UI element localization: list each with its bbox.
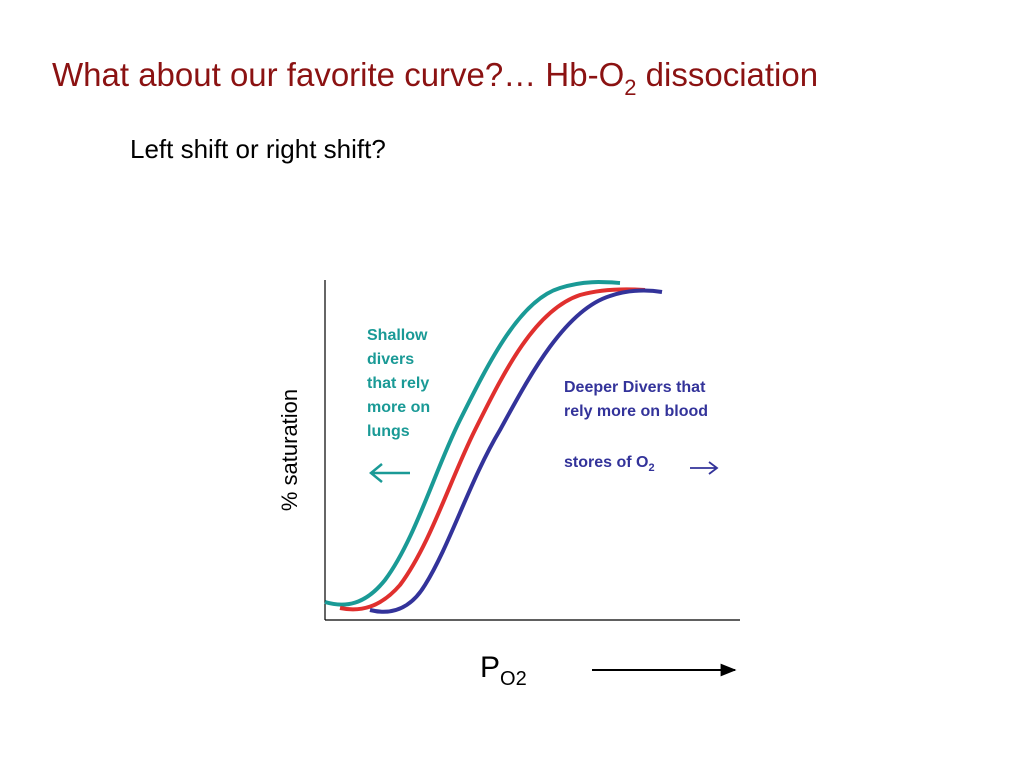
note-line: Shallow	[367, 327, 428, 344]
deep-note: Deeper Divers that rely more on blood st…	[564, 379, 708, 474]
title-subscript: 2	[624, 75, 636, 100]
note-line: that rely	[367, 375, 429, 392]
right-arrow	[690, 461, 719, 475]
note-line: stores of O2	[564, 454, 655, 474]
note-text: stores of O	[564, 454, 648, 471]
note-line: rely more on blood	[564, 403, 708, 420]
note-subscript: 2	[648, 462, 654, 474]
slide-title: What about our favorite curve?… Hb-O2 di…	[52, 56, 818, 100]
y-axis-label: % saturation	[277, 389, 302, 511]
x-label-text: P	[480, 651, 500, 684]
note-line: divers	[367, 351, 414, 368]
note-line: more on	[367, 399, 430, 416]
note-line: Deeper Divers that	[564, 379, 706, 396]
curve-shallow	[324, 280, 621, 607]
curve-middle	[339, 287, 646, 612]
note-line: lungs	[367, 423, 410, 440]
shallow-note: Shallow divers that rely more on lungs	[367, 327, 430, 440]
curve-deep	[369, 288, 663, 614]
title-rest: dissociation	[637, 56, 819, 93]
x-label-subscript: O2	[500, 668, 527, 690]
x-axis-label: PO2	[480, 651, 527, 690]
slide-subtitle: Left shift or right shift?	[130, 134, 386, 164]
left-arrow	[369, 463, 410, 483]
title-text: What about our favorite curve?… Hb-O	[52, 56, 624, 93]
